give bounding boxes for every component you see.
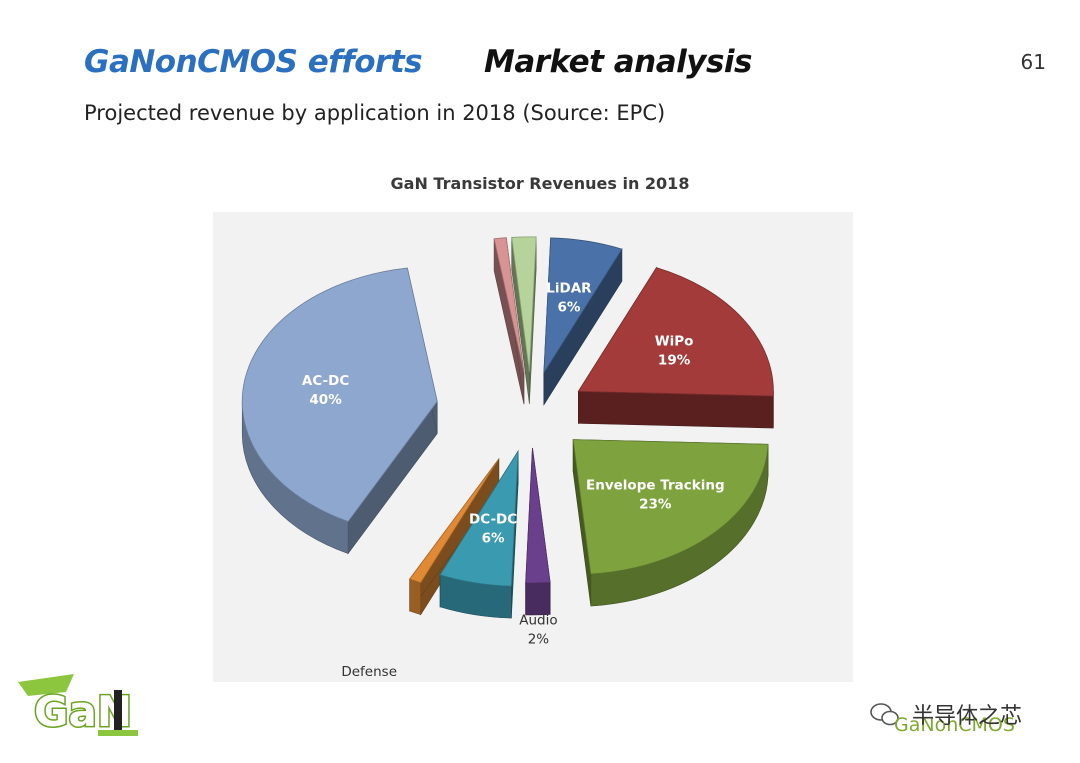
gan-logo: GaN xyxy=(18,674,138,738)
slice-label-defense: Defense xyxy=(341,664,397,680)
pie-slice-defense xyxy=(409,457,500,616)
pie-slice-audio xyxy=(525,447,551,616)
slice-value-medical: 2% xyxy=(511,212,533,213)
watermark-chinese: 半导体之芯 xyxy=(912,704,1023,729)
slice-label-wipo: WiPo xyxy=(655,334,694,350)
logo-bar xyxy=(114,690,122,734)
slice-label-envelope-tracking: Envelope Tracking xyxy=(586,477,725,493)
pie-chart: LiDAR 6% WiPo 19% Envelope Tracking 23% Audio 2… xyxy=(241,212,774,680)
pie-slice-medical xyxy=(511,236,537,404)
slice-value-dc-dc: 6% xyxy=(482,531,505,547)
slice-value-audio: 2% xyxy=(528,631,550,647)
logo-swoosh xyxy=(18,674,74,696)
watermark-latin: GaNonCMOS xyxy=(894,714,1015,736)
slice-value-ac-dc: 40% xyxy=(309,392,342,408)
chat-bubble-icon xyxy=(870,703,899,726)
pie-slice-led-lighting xyxy=(493,237,525,405)
slide-title-left: GaNonCMOS efforts xyxy=(84,44,423,80)
slice-label-lidar: LiDAR xyxy=(546,280,592,296)
slice-label-ac-dc: AC-DC xyxy=(302,373,349,389)
page-number: 61 xyxy=(1020,50,1046,74)
pie-slice-envelope-tracking xyxy=(572,439,769,607)
watermark: GaNonCMOS 半导体之芯 xyxy=(870,696,1060,740)
slide-subtitle: Projected revenue by application in 2018… xyxy=(84,101,666,125)
pie-slice-dc-dc xyxy=(439,449,519,619)
chart-title: GaN Transistor Revenues in 2018 xyxy=(390,174,690,193)
slice-value-envelope-tracking: 23% xyxy=(639,496,672,512)
pie-slice-ac-dc xyxy=(241,267,438,555)
pie-slice-lidar xyxy=(543,237,623,406)
slice-value-lidar: 6% xyxy=(557,299,580,315)
slice-label-dc-dc: DC-DC xyxy=(469,512,517,528)
slide-title-right: Market analysis xyxy=(484,44,752,80)
logo-underline xyxy=(98,730,138,736)
slice-value-wipo: 19% xyxy=(658,353,691,369)
pie-slice-wipo xyxy=(577,266,774,429)
slice-label-audio: Audio xyxy=(519,612,557,628)
